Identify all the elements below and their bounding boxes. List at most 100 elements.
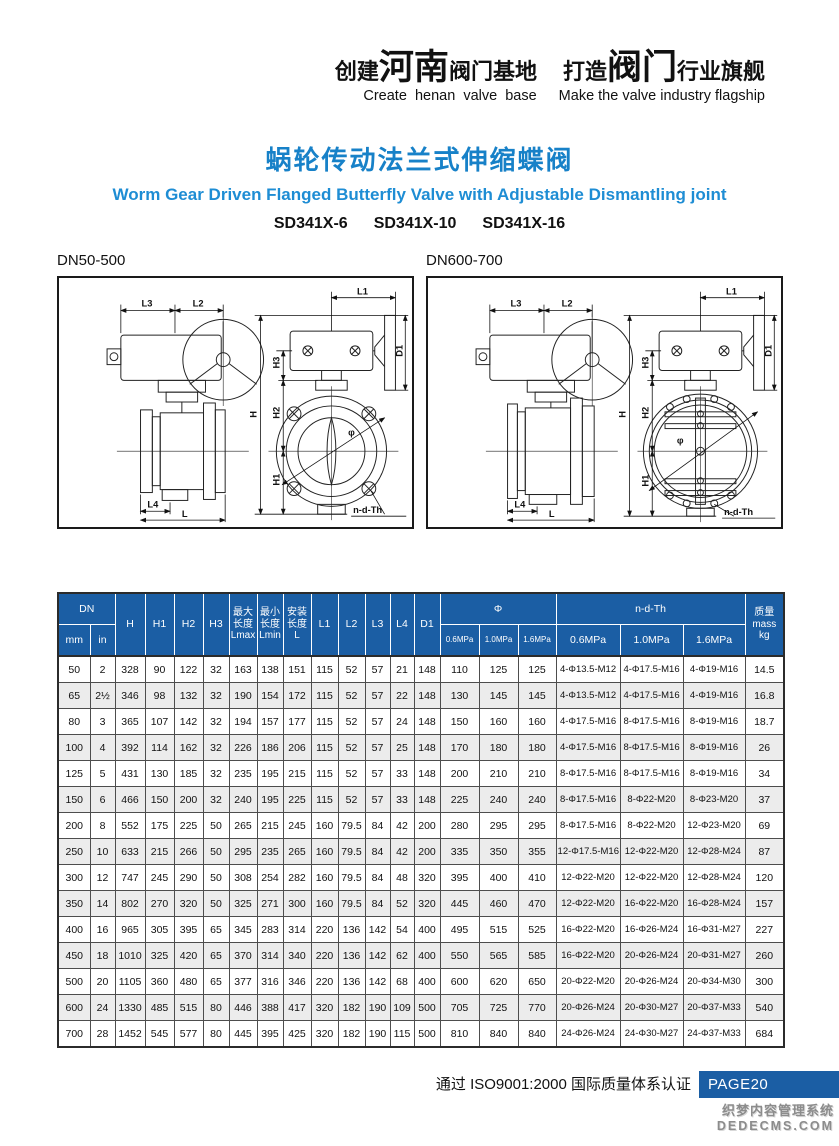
col-header-ndth: n-d-Th — [555, 592, 746, 625]
table-cell: 480 — [173, 968, 204, 995]
table-cell: 98 — [144, 682, 175, 709]
table-cell: 57 — [364, 708, 391, 735]
table-row: 80 3 365 107 142 32 194 157 177 115 52 57 24 148 150 16… — [57, 708, 785, 735]
table-cell: 12-Φ28-M24 — [682, 838, 746, 865]
table-cell: 52 — [337, 708, 366, 735]
table-cell: 8-Φ22-M20 — [619, 786, 684, 813]
table-cell: 600 — [439, 968, 480, 995]
table-cell: 50 — [202, 812, 230, 839]
dim-label-h: H — [249, 411, 259, 418]
table-cell: 20-Φ26-M24 — [555, 994, 621, 1021]
table-cell: 52 — [389, 890, 415, 917]
table-cell: 32 — [202, 734, 230, 761]
slogan-part-large: 河南 — [378, 48, 449, 87]
slogan-english-right: Make the valve industry flagship — [558, 88, 765, 104]
dim-label-h1: H1 — [640, 475, 650, 487]
table-cell: 265 — [282, 838, 312, 865]
table-cell: 26 — [744, 734, 785, 761]
table-cell: 132 — [173, 682, 204, 709]
table-cell: 280 — [439, 812, 480, 839]
table-row: 125 5 431 130 185 32 235 195 215 115 52 57 33 148 200 2… — [57, 760, 785, 787]
table-cell: 328 — [114, 655, 146, 683]
table-cell: 24 — [89, 994, 116, 1021]
table-cell: 370 — [228, 942, 258, 969]
table-cell: 8-Φ17.5-M16 — [619, 760, 684, 787]
table-cell: 150 — [57, 786, 91, 813]
model-number: SD341X-6 — [273, 215, 348, 232]
table-cell: 50 — [202, 890, 230, 917]
table-cell: 2½ — [89, 682, 116, 709]
dim-label-h2: H2 — [271, 407, 281, 419]
product-title-cn: 蜗轮传动法兰式伸缩蝶阀 — [265, 145, 574, 175]
dim-label-l1: L1 — [726, 287, 737, 297]
table-cell: 395 — [256, 1020, 284, 1048]
table-cell: 115 — [310, 682, 339, 709]
table-cell: 227 — [744, 916, 785, 943]
product-title-en: Worm Gear Driven Flanged Butterfly Valve… — [112, 185, 727, 204]
side-view-dimensions — [120, 304, 226, 523]
table-cell: 160 — [310, 890, 339, 917]
table-cell: 8 — [89, 812, 116, 839]
table-cell: 145 — [517, 682, 557, 709]
table-cell: 190 — [364, 994, 391, 1021]
side-view-centerlines — [485, 313, 618, 452]
table-cell: 130 — [144, 760, 175, 787]
table-cell: 190 — [364, 1020, 391, 1048]
valve-drawing-dn600-700: L3 L2 L4 L L1 H H3 H2 H1 D1 φ n-d-Th — [475, 287, 778, 523]
table-cell: 50 — [202, 838, 230, 865]
dim-label-d1: D1 — [763, 345, 773, 357]
table-cell: 314 — [256, 942, 284, 969]
watermark-line2: DEDECMS.COM — [716, 1119, 834, 1134]
table-row: 400 16 965 305 395 65 345 283 314 220 136 142 54 400 4… — [57, 916, 785, 943]
table-cell: 500 — [413, 994, 441, 1021]
table-cell: 240 — [478, 786, 519, 813]
col-header-h1: H1 — [144, 592, 175, 657]
table-cell: 79.5 — [337, 812, 366, 839]
model-number: SD341X-10 — [373, 215, 457, 232]
table-cell: 12-Φ23-M20 — [682, 812, 746, 839]
table-cell: 130 — [439, 682, 480, 709]
table-cell: 210 — [478, 760, 519, 787]
table-cell: 12-Φ22-M20 — [555, 864, 621, 891]
table-cell: 770 — [517, 994, 557, 1021]
table-cell: 400 — [413, 942, 441, 969]
table-cell: 16-Φ26-M24 — [619, 916, 684, 943]
table-cell: 425 — [282, 1020, 312, 1048]
slogan-part-large: 阀门 — [606, 48, 677, 87]
table-cell: 360 — [144, 968, 175, 995]
page-number-badge: PAGE20 — [699, 1071, 839, 1098]
table-cell: 115 — [310, 655, 339, 683]
table-cell: 8-Φ19-M16 — [682, 708, 746, 735]
table-cell: 445 — [439, 890, 480, 917]
table-cell: 52 — [337, 682, 366, 709]
table-cell: 125 — [478, 655, 519, 683]
table-cell: 57 — [364, 682, 391, 709]
table-cell: 79.5 — [337, 838, 366, 865]
table-cell: 107 — [144, 708, 175, 735]
table-cell: 148 — [413, 760, 441, 787]
slogan-part: 创建 — [334, 59, 379, 84]
table-cell: 400 — [413, 968, 441, 995]
table-cell: 8-Φ17.5-M16 — [555, 812, 621, 839]
table-cell: 33 — [389, 760, 415, 787]
dim-label-l2: L2 — [193, 299, 204, 309]
table-cell: 325 — [144, 942, 175, 969]
dim-label-l: L — [182, 509, 188, 519]
col-header-lmin: 最小 长度 Lmin — [256, 592, 284, 657]
table-cell: 190 — [228, 682, 258, 709]
table-cell: 240 — [228, 786, 258, 813]
table-cell: 54 — [389, 916, 415, 943]
table-cell: 32 — [202, 682, 230, 709]
table-cell: 84 — [364, 890, 391, 917]
table-cell: 114 — [144, 734, 175, 761]
table-cell: 42 — [389, 812, 415, 839]
table-cell: 266 — [173, 838, 204, 865]
table-cell: 295 — [478, 812, 519, 839]
table-cell: 747 — [114, 864, 146, 891]
table-cell: 37 — [744, 786, 785, 813]
table-cell: 355 — [517, 838, 557, 865]
table-cell: 8-Φ23-M20 — [682, 786, 746, 813]
table-cell: 346 — [282, 968, 312, 995]
table-cell: 431 — [114, 760, 146, 787]
table-cell: 16.8 — [744, 682, 785, 709]
